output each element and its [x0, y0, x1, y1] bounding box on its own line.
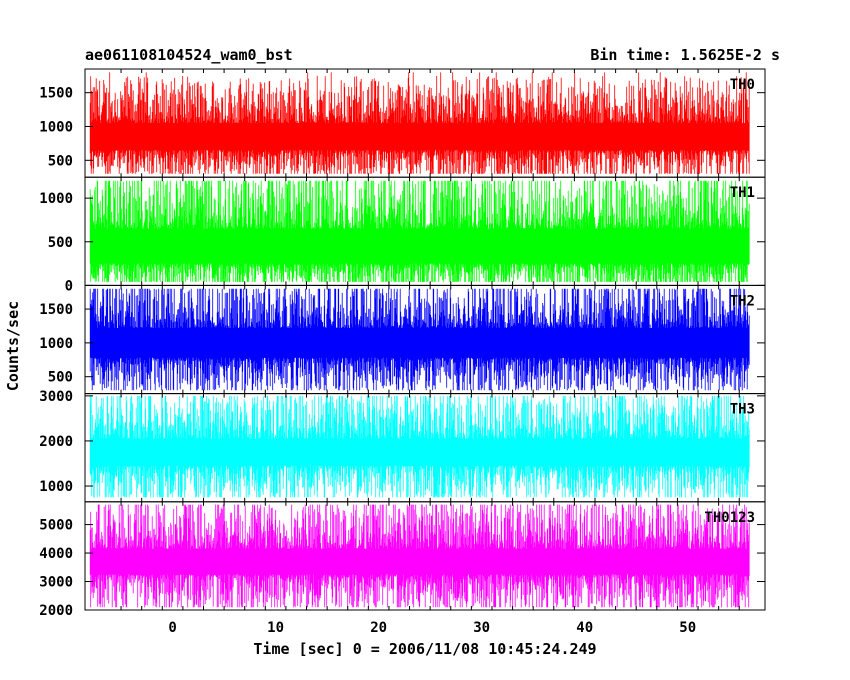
x-tick-label: 40 — [576, 620, 593, 636]
panel-label-th0123: TH0123 — [704, 510, 755, 526]
x-tick-label: 50 — [679, 620, 696, 636]
y-tick-label: 3000 — [39, 575, 73, 591]
y-tick-label: 1500 — [39, 86, 73, 102]
y-axis-label: Counts/sec — [4, 301, 22, 391]
y-tick-label: 1000 — [39, 191, 73, 207]
lightcurve-series-th2 — [89, 288, 750, 391]
chart-title: ae061108104524_wam0_bst — [85, 46, 293, 64]
y-tick-label: 5000 — [39, 518, 73, 534]
panel-frame-th0123 — [84, 501, 766, 611]
lightcurve-series-th3 — [89, 395, 750, 498]
x-tick-label: 20 — [370, 620, 387, 636]
lightcurve-series-th1 — [89, 180, 750, 282]
panel-label-th0: TH0 — [730, 77, 755, 93]
y-tick-label: 1000 — [39, 479, 73, 495]
lightcurve-series-th0 — [89, 72, 750, 174]
y-tick-label: 2000 — [39, 434, 73, 450]
panel-label-th3: TH3 — [730, 402, 755, 418]
y-tick-label: 4000 — [39, 546, 73, 562]
panel-label-th1: TH1 — [730, 185, 755, 201]
y-tick-label: 0 — [65, 278, 73, 294]
panel-label-th2: TH2 — [730, 293, 755, 309]
y-tick-label: 1500 — [39, 302, 73, 318]
y-tick-label: 500 — [48, 370, 73, 386]
y-tick-label: 1000 — [39, 336, 73, 352]
y-tick-label: 2000 — [39, 603, 73, 619]
y-tick-label: 3000 — [39, 389, 73, 405]
x-tick-label: 10 — [267, 620, 284, 636]
x-tick-label: 0 — [168, 620, 176, 636]
y-tick-label: 500 — [48, 235, 73, 251]
x-tick-label: 30 — [473, 620, 490, 636]
y-tick-label: 1000 — [39, 119, 73, 135]
bin-time-label: Bin time: 1.5625E-2 s — [590, 46, 780, 64]
y-tick-label: 500 — [48, 153, 73, 169]
lightcurve-series-th0123 — [89, 504, 750, 608]
x-axis-label: Time [sec] 0 = 2006/11/08 10:45:24.249 — [253, 640, 596, 658]
